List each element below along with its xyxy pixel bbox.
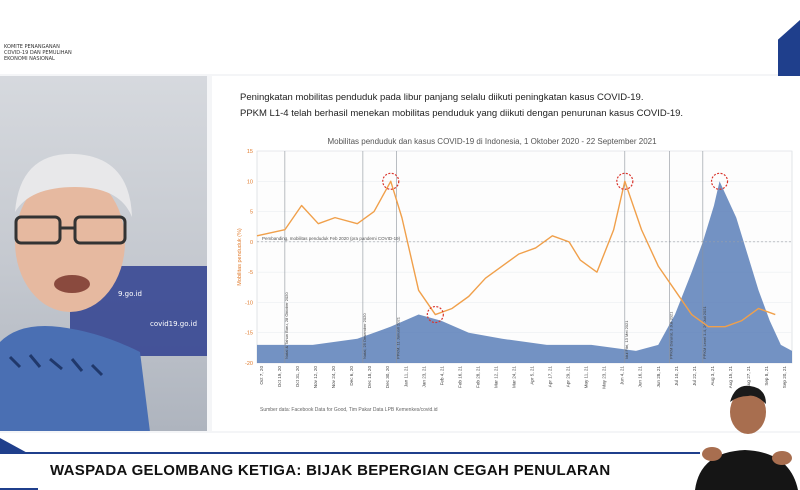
x-tick-label: May 23, 21 xyxy=(602,366,607,389)
annotation-label: PPKM Darurat, 3 Juli 2021 xyxy=(668,311,673,359)
x-tick-label: Dec 18, 20 xyxy=(367,366,372,389)
highlight-circle xyxy=(426,305,444,324)
x-tick-label: Feb 16, 21 xyxy=(457,366,462,388)
x-tick-label: Dec 30, 20 xyxy=(385,366,390,389)
x-tick-label: May 11, 21 xyxy=(584,366,589,389)
y-tick-label: -5 xyxy=(248,270,253,276)
y-tick-label: -20 xyxy=(245,361,253,367)
y-tick-label: 15 xyxy=(247,149,253,155)
annotation-label: PPKM Level 1-4, 26 Juli 2021 xyxy=(702,306,707,359)
x-tick-label: Jul 22, 21 xyxy=(692,366,697,386)
sign-language-interpreter xyxy=(695,385,798,490)
speaker-figure xyxy=(0,153,150,431)
chart-source: Sumber data: Facebook Data for Good, Tim… xyxy=(260,407,438,413)
slide-headline-1: Peningkatan mobilitas penduduk pada libu… xyxy=(240,92,644,103)
y-tick-label: -10 xyxy=(245,300,253,306)
mobility-line-series xyxy=(256,180,776,328)
org-name: KOMITE PENANGANAN COVID-19 DAN PEMULIHAN… xyxy=(4,44,72,62)
annotation-label: Natal, 25 Desember 2020 xyxy=(362,313,367,359)
x-tick-label: Jul 10, 21 xyxy=(674,366,679,386)
org-line: KOMITE PENANGANAN xyxy=(4,44,60,50)
slide-headline-2: PPKM L1-4 telah berhasil menekan mobilit… xyxy=(240,108,684,119)
x-tick-label: Aug 27, 21 xyxy=(746,366,751,389)
highlight-circle xyxy=(382,172,400,190)
y-tick-label: 10 xyxy=(247,179,253,185)
x-tick-label: Jun 16, 21 xyxy=(638,366,643,388)
top-bar: KOMITE PENANGANAN COVID-19 DAN PEMULIHAN… xyxy=(0,0,800,90)
backdrop-url: covid19.go.id xyxy=(150,320,198,328)
x-tick-label: Aug 15, 21 xyxy=(728,366,733,389)
annotation-label: PPKM, 11 Januari 2021 xyxy=(395,316,400,359)
cases-area-series xyxy=(257,181,792,363)
chart-title: Mobilitas penduduk dan kasus COVID-19 di… xyxy=(327,137,657,146)
x-tick-label: Jan 11, 21 xyxy=(403,366,408,388)
annotation-label: Idul Fitri, 13 Mei 2021 xyxy=(624,320,629,359)
x-tick-label: Feb 28, 21 xyxy=(475,366,480,388)
x-tick-label: Mar 24, 21 xyxy=(511,366,516,388)
highlight-circle xyxy=(616,172,634,190)
x-tick-label: Oct 19, 20 xyxy=(277,366,282,388)
speaker-video: 9.go.id covid19.go.id xyxy=(0,76,207,431)
x-tick-label: Feb 4, 21 xyxy=(439,366,444,386)
lower-third-text: WASPADA GELOMBANG KETIGA: BIJAK BEPERGIA… xyxy=(50,462,611,479)
y-tick-label: -15 xyxy=(245,331,253,337)
baseline-label: Pembanding, mobilitas penduduk Feb 2020 … xyxy=(262,236,401,241)
x-tick-label: Jun 4, 21 xyxy=(620,366,625,385)
lower-third-bar xyxy=(0,452,700,488)
x-tick-label: Dec 6, 20 xyxy=(349,366,354,386)
org-line: COVID-19 DAN PEMULIHAN xyxy=(4,50,72,56)
x-tick-label: Sep 20, 21 xyxy=(782,366,787,389)
backdrop-url: 9.go.id xyxy=(118,290,142,298)
x-tick-label: Apr 5, 21 xyxy=(530,366,535,385)
x-tick-label: Oct 7, 20 xyxy=(259,366,264,385)
x-tick-label: Apr 17, 21 xyxy=(548,366,553,388)
x-tick-label: Aug 3, 21 xyxy=(710,366,715,386)
annotation-label: Natal & Tahun Baru, 28 Oktober 2020 xyxy=(284,292,289,359)
x-tick-label: Jan 23, 21 xyxy=(421,366,426,388)
highlight-circle xyxy=(710,172,729,190)
y-axis-label: Mobilitas penduduk (%) xyxy=(237,228,243,286)
x-tick-label: Mar 12, 21 xyxy=(493,366,498,388)
x-tick-label: Apr 29, 21 xyxy=(566,366,571,388)
y-tick-label: 0 xyxy=(250,240,253,246)
corner-logo xyxy=(778,20,800,90)
mobility-cases-chart: 15 10 5 0 -5 -10 -15 -20 Mobilitas penduduk (%) P… xyxy=(237,149,793,389)
x-tick-label: Jun 28, 21 xyxy=(656,366,661,388)
y-tick-label: 5 xyxy=(250,210,253,216)
x-tick-label: Nov 12, 20 xyxy=(313,366,318,389)
org-line: EKONOMI NASIONAL xyxy=(4,56,55,62)
x-tick-label: Oct 31, 20 xyxy=(295,366,300,388)
x-tick-label: Nov 24, 20 xyxy=(331,366,336,389)
x-tick-label: Sep 8, 21 xyxy=(764,366,769,386)
